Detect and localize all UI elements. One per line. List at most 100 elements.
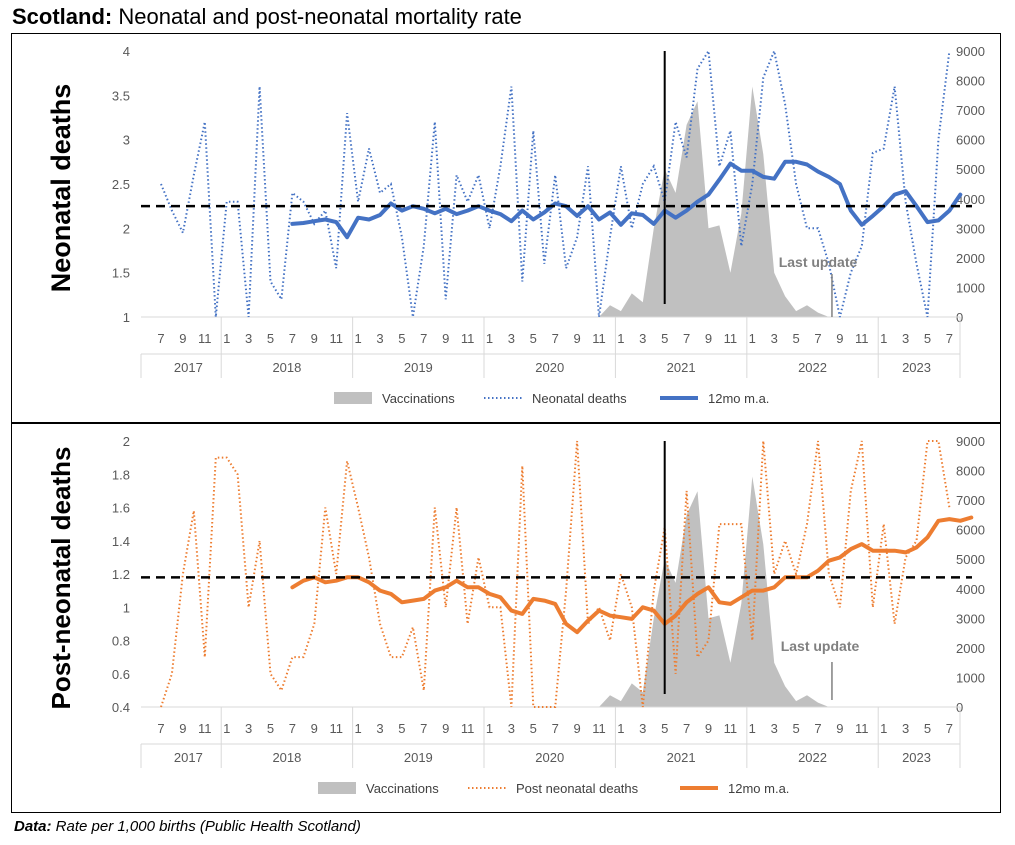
moving-average-line <box>290 515 974 635</box>
y-tick-label: 0.4 <box>112 700 130 715</box>
x-month-tick-label: 5 <box>398 331 405 346</box>
x-month-tick-label: 7 <box>946 331 953 346</box>
y2-tick-label: 3000 <box>956 611 985 626</box>
legend-ma-label: 12mo m.a. <box>728 781 789 796</box>
legend-monthly-label: Neonatal deaths <box>532 391 627 406</box>
x-month-tick-label: 11 <box>592 721 606 736</box>
x-year-label: 2018 <box>272 360 301 375</box>
legend-monthly-label: Post neonatal deaths <box>516 781 639 796</box>
y2-tick-label: 5000 <box>956 552 985 567</box>
x-month-tick-label: 5 <box>267 331 274 346</box>
x-year-label: 2022 <box>798 360 827 375</box>
x-month-tick-label: 7 <box>683 331 690 346</box>
x-month-tick-label: 1 <box>749 331 756 346</box>
legend-vaccinations-label: Vaccinations <box>382 391 455 406</box>
y2-tick-label: 9000 <box>956 44 985 59</box>
y2-tick-label: 2000 <box>956 251 985 266</box>
x-year-label: 2021 <box>667 360 696 375</box>
x-month-tick-label: 1 <box>486 331 493 346</box>
x-month-tick-label: 7 <box>552 721 559 736</box>
x-month-tick-label: 11 <box>855 331 869 346</box>
x-month-tick-label: 11 <box>461 721 475 736</box>
post-neonatal-chart: 0.40.60.811.21.41.61.8201000200030004000… <box>46 434 985 796</box>
x-month-tick-label: 3 <box>771 721 778 736</box>
y2-tick-label: 7000 <box>956 103 985 118</box>
x-month-tick-label: 7 <box>289 721 296 736</box>
x-month-tick-label: 9 <box>311 331 318 346</box>
y2-tick-label: 8000 <box>956 464 985 479</box>
x-month-tick-label: 7 <box>814 721 821 736</box>
x-month-tick-label: 7 <box>420 721 427 736</box>
y-tick-label: 1.6 <box>112 501 130 516</box>
x-month-tick-label: 5 <box>924 331 931 346</box>
x-year-label: 2017 <box>174 750 203 765</box>
y-tick-label: 1.2 <box>112 567 130 582</box>
x-month-tick-label: 1 <box>223 721 230 736</box>
footer-label: Data: <box>14 818 52 835</box>
y2-tick-label: 4000 <box>956 192 985 207</box>
x-year-label: 2021 <box>667 750 696 765</box>
vaccinations-area <box>599 86 829 317</box>
x-year-label: 2023 <box>902 360 931 375</box>
x-month-tick-label: 11 <box>724 331 738 346</box>
monthly-deaths-line <box>160 440 951 708</box>
x-month-tick-label: 11 <box>198 721 212 736</box>
x-month-tick-label: 3 <box>508 721 515 736</box>
x-month-tick-label: 7 <box>420 331 427 346</box>
x-month-tick-label: 5 <box>267 721 274 736</box>
x-month-tick-label: 1 <box>617 331 624 346</box>
y-tick-label: 1.8 <box>112 467 130 482</box>
y-tick-label: 1.4 <box>112 534 130 549</box>
x-month-tick-label: 11 <box>329 331 343 346</box>
y2-tick-label: 2000 <box>956 641 985 656</box>
x-month-tick-label: 9 <box>179 721 186 736</box>
x-month-tick-label: 9 <box>442 721 449 736</box>
x-month-tick-label: 5 <box>530 331 537 346</box>
x-year-label: 2023 <box>902 750 931 765</box>
x-month-tick-label: 11 <box>461 331 475 346</box>
x-month-tick-label: 1 <box>354 721 361 736</box>
x-month-tick-label: 11 <box>724 721 738 736</box>
y2-tick-label: 3000 <box>956 221 985 236</box>
post-neonatal-chart-panel: 0.40.60.811.21.41.61.8201000200030004000… <box>11 423 1001 813</box>
y-tick-label: 1 <box>123 310 130 325</box>
y-tick-label: 1 <box>123 600 130 615</box>
y-axis-title: Neonatal deaths <box>46 84 76 293</box>
x-month-tick-label: 5 <box>661 721 668 736</box>
x-month-tick-label: 5 <box>792 331 799 346</box>
x-month-tick-label: 7 <box>683 721 690 736</box>
x-month-tick-label: 5 <box>661 331 668 346</box>
y-tick-label: 4 <box>123 44 130 59</box>
x-year-label: 2018 <box>272 750 301 765</box>
footer-text: Rate per 1,000 births (Public Health Sco… <box>51 818 361 835</box>
y2-tick-label: 1000 <box>956 280 985 295</box>
x-month-tick-label: 3 <box>245 331 252 346</box>
x-month-tick-label: 11 <box>592 331 606 346</box>
y2-tick-label: 9000 <box>956 434 985 449</box>
x-month-tick-label: 9 <box>705 331 712 346</box>
x-month-tick-label: 1 <box>880 331 887 346</box>
x-year-label: 2019 <box>404 360 433 375</box>
x-year-label: 2022 <box>798 750 827 765</box>
x-month-tick-label: 3 <box>376 721 383 736</box>
moving-average-line <box>290 159 963 240</box>
x-month-tick-label: 7 <box>814 331 821 346</box>
x-month-tick-label: 9 <box>179 331 186 346</box>
x-month-tick-label: 3 <box>902 331 909 346</box>
y2-tick-label: 5000 <box>956 162 985 177</box>
legend-vaccinations-swatch <box>334 392 372 404</box>
x-month-tick-label: 3 <box>508 331 515 346</box>
y-tick-label: 2 <box>123 221 130 236</box>
x-year-label: 2017 <box>174 360 203 375</box>
x-month-tick-label: 7 <box>157 721 164 736</box>
monthly-deaths-line <box>160 47 951 318</box>
x-month-tick-label: 3 <box>639 331 646 346</box>
x-month-tick-label: 7 <box>157 331 164 346</box>
x-month-tick-label: 11 <box>329 721 343 736</box>
x-month-tick-label: 9 <box>836 331 843 346</box>
x-month-tick-label: 5 <box>792 721 799 736</box>
neonatal-chart-panel: 11.522.533.54010002000300040005000600070… <box>11 33 1001 423</box>
x-month-tick-label: 7 <box>289 331 296 346</box>
x-month-tick-label: 3 <box>245 721 252 736</box>
x-month-tick-label: 9 <box>836 721 843 736</box>
